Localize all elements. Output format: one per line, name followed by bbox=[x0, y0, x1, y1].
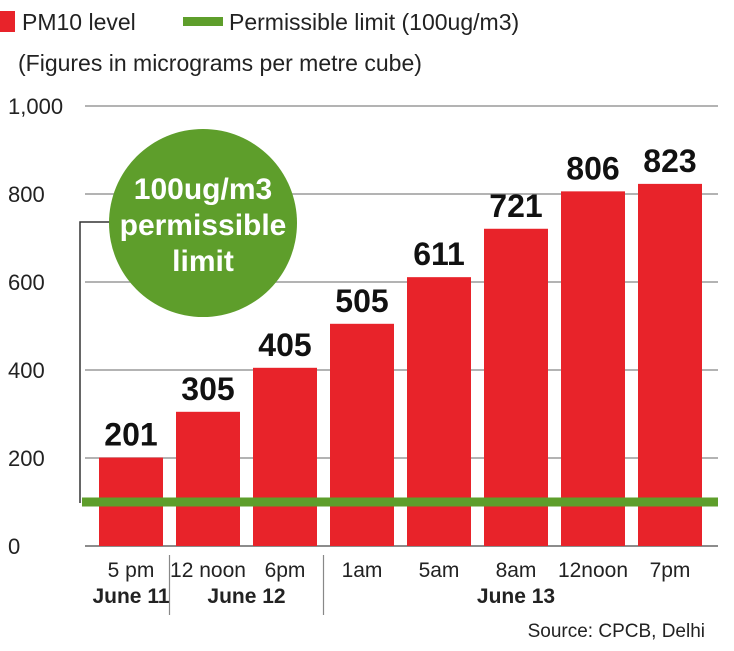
badge-connector bbox=[79, 221, 115, 503]
badge-circle bbox=[109, 129, 297, 317]
x-tick-label: 1am bbox=[342, 559, 383, 582]
bar-value-label: 201 bbox=[104, 417, 157, 453]
bar bbox=[484, 228, 548, 546]
bar-value-label: 305 bbox=[181, 371, 234, 407]
x-group-label: June 13 bbox=[477, 585, 555, 608]
legend-label-pm10: PM10 level bbox=[22, 9, 136, 35]
permissible-limit-badge: 100ug/m3 permissible limit bbox=[109, 129, 297, 317]
x-tick-label: 12 noon bbox=[170, 559, 246, 582]
x-tick-label: 12noon bbox=[558, 559, 628, 582]
bar-value-label: 823 bbox=[643, 143, 696, 179]
bar bbox=[330, 323, 394, 546]
bar bbox=[561, 191, 625, 547]
x-tick-label: 5am bbox=[419, 559, 460, 582]
bar bbox=[638, 183, 702, 546]
value-labels: 201 305 405 505 611 721 806 823 bbox=[104, 143, 696, 453]
x-axis-groups: June 11 June 12 June 13 bbox=[92, 555, 555, 615]
chart-subtitle: (Figures in micrograms per metre cube) bbox=[18, 50, 422, 76]
y-tick-label: 800 bbox=[8, 182, 45, 207]
bar-value-label: 806 bbox=[566, 150, 619, 186]
x-tick-label: 7pm bbox=[650, 559, 691, 582]
x-tick-label: 5 pm bbox=[108, 559, 155, 582]
legend-swatch-pm10 bbox=[0, 11, 15, 32]
bar bbox=[176, 411, 240, 546]
x-tick-label: 6pm bbox=[265, 559, 306, 582]
x-group-label: June 11 bbox=[92, 585, 169, 608]
bar-value-label: 721 bbox=[489, 188, 542, 224]
y-tick-label: 200 bbox=[8, 446, 45, 471]
bar-value-label: 505 bbox=[335, 283, 388, 319]
x-tick-label: 8am bbox=[496, 559, 537, 582]
y-tick-label: 1,000 bbox=[8, 94, 63, 119]
bars bbox=[99, 183, 702, 547]
y-tick-label: 0 bbox=[8, 534, 20, 559]
legend: PM10 level Permissible limit (100ug/m3) bbox=[0, 9, 519, 35]
bar-value-label: 611 bbox=[413, 236, 465, 272]
legend-label-limit: Permissible limit (100ug/m3) bbox=[229, 9, 519, 35]
x-axis-ticks: 5 pm 12 noon 6pm 1am 5am 8am 12noon 7pm bbox=[108, 559, 691, 582]
x-group-label: June 12 bbox=[207, 585, 285, 608]
y-tick-label: 600 bbox=[8, 270, 45, 295]
badge-line-3: limit bbox=[172, 245, 234, 278]
bar-value-label: 405 bbox=[258, 327, 311, 363]
source-note: Source: CPCB, Delhi bbox=[528, 621, 705, 642]
badge-line-1: 100ug/m3 bbox=[134, 173, 272, 206]
y-tick-label: 400 bbox=[8, 358, 45, 383]
bar bbox=[253, 367, 317, 546]
badge-line-2: permissible bbox=[120, 209, 287, 242]
y-axis-ticks: 0 200 400 600 800 1,000 bbox=[8, 94, 63, 559]
legend-swatch-limit bbox=[183, 17, 223, 26]
